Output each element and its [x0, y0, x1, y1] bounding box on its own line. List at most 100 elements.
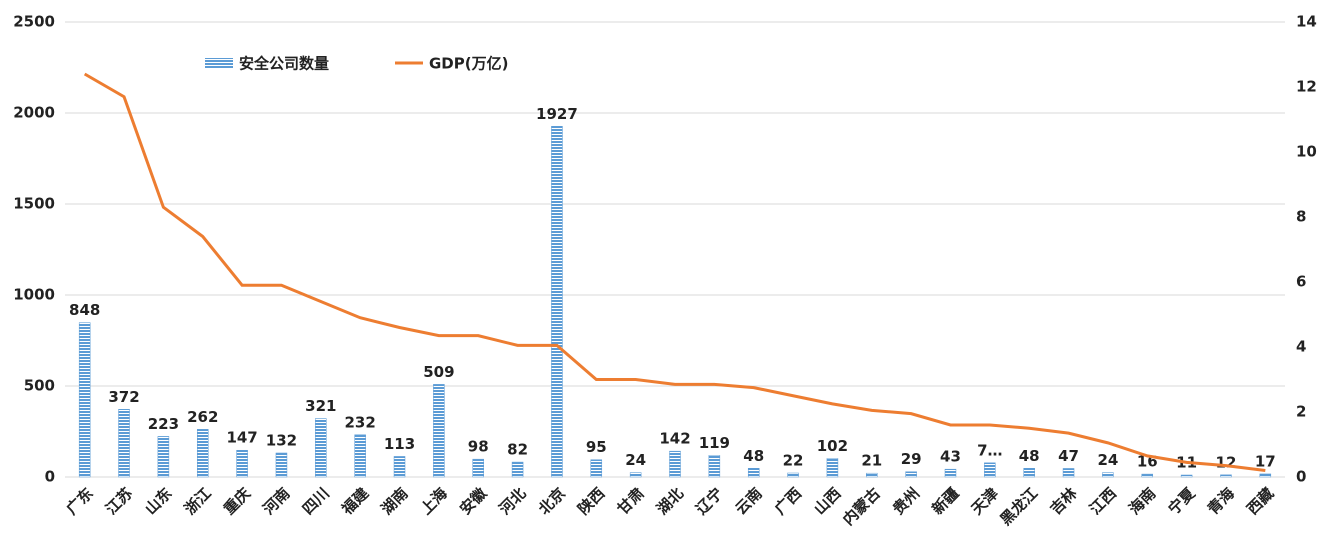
- bar: [236, 449, 248, 478]
- x-tick-label: 上海: [417, 484, 451, 518]
- data-label: 102: [817, 437, 848, 455]
- y2-tick-label: 0: [1296, 468, 1306, 486]
- data-label: 48: [743, 447, 764, 465]
- x-tick-label: 贵州: [889, 484, 923, 518]
- bar: [826, 458, 839, 478]
- data-label: 147: [226, 429, 257, 447]
- bar: [354, 434, 366, 478]
- y-tick-label: 0: [45, 468, 55, 486]
- data-label: 24: [1097, 451, 1118, 469]
- legend-label: 安全公司数量: [239, 55, 329, 73]
- bar: [315, 418, 327, 478]
- x-tick-label: 湖北: [653, 484, 687, 518]
- legend-label: GDP(万亿): [429, 55, 508, 73]
- x-tick-label: 江西: [1086, 484, 1120, 518]
- data-label: 7…: [977, 441, 1002, 459]
- data-label: 24: [625, 451, 646, 469]
- bar: [393, 456, 406, 478]
- bar: [78, 322, 91, 478]
- y-tick-label: 1500: [13, 195, 55, 213]
- line: [83, 72, 1266, 472]
- x-tick-label: 天津: [968, 484, 1002, 518]
- y2-tick-label: 14: [1296, 13, 1317, 31]
- data-label: 509: [423, 363, 454, 381]
- data-label: 29: [901, 450, 922, 468]
- data-label: 48: [1019, 447, 1040, 465]
- y2-tick-label: 8: [1296, 208, 1306, 226]
- bar: [984, 462, 996, 478]
- x-tick-label: 黑龙江: [997, 484, 1042, 529]
- bar: [1023, 468, 1035, 478]
- bar: [708, 455, 721, 478]
- x-tick-label: 内蒙古: [839, 484, 884, 529]
- data-label: 132: [266, 431, 297, 449]
- x-tick-label: 宁夏: [1165, 484, 1200, 519]
- bar: [590, 459, 603, 478]
- data-label: 98: [468, 438, 489, 456]
- y2-tick-label: 10: [1296, 143, 1317, 161]
- data-label: 82: [507, 441, 528, 459]
- y2-tick-label: 4: [1296, 338, 1306, 356]
- x-tick-label: 云南: [732, 484, 766, 518]
- y-tick-label: 2500: [13, 13, 55, 31]
- x-tick-label: 甘肃: [614, 484, 648, 518]
- bar: [866, 472, 878, 478]
- bar: [472, 458, 484, 478]
- x-tick-label: 福建: [338, 484, 373, 519]
- y-tick-label: 2000: [13, 104, 55, 122]
- bar: [1259, 473, 1272, 478]
- data-label: 223: [148, 415, 179, 433]
- x-tick-label: 河南: [260, 484, 294, 518]
- bar: [196, 429, 209, 478]
- x-tick-label: 辽宁: [692, 484, 726, 518]
- bar: [629, 472, 642, 478]
- data-label: 321: [305, 397, 336, 415]
- x-tick-label: 陕西: [574, 484, 608, 518]
- x-tick-label: 新疆: [929, 484, 963, 518]
- x-tick-label: 四川: [299, 484, 333, 518]
- x-tick-label: 江苏: [102, 484, 136, 518]
- y-tick-label: 500: [24, 377, 55, 395]
- y2-tick-label: 6: [1296, 273, 1306, 291]
- bar: [275, 452, 288, 478]
- x-tick-label: 青海: [1204, 484, 1238, 518]
- x-tick-label: 安徽: [456, 484, 491, 519]
- x-tick-label: 广西: [771, 484, 805, 518]
- y-tick-label: 1000: [13, 286, 55, 304]
- x-tick-label: 广东: [63, 484, 97, 518]
- bar: [787, 472, 799, 478]
- x-tick-label: 海南: [1125, 484, 1159, 518]
- data-label: 232: [345, 413, 376, 431]
- data-label: 113: [384, 435, 415, 453]
- data-label: 1927: [536, 105, 578, 123]
- x-tick-label: 山西: [810, 484, 844, 518]
- data-label: 12: [1216, 453, 1237, 471]
- bar: [511, 461, 524, 478]
- bar: [118, 409, 130, 478]
- x-tick-label: 重庆: [220, 484, 254, 518]
- data-label: 142: [659, 430, 690, 448]
- data-label: 95: [586, 438, 607, 456]
- x-tick-label: 西藏: [1243, 484, 1277, 518]
- x-tick-label: 湖南: [378, 484, 412, 518]
- bar: [433, 384, 445, 478]
- y2-tick-label: 2: [1296, 403, 1306, 421]
- x-tick-label: 北京: [535, 484, 569, 518]
- x-tick-label: 吉林: [1047, 484, 1082, 519]
- bar: [551, 126, 563, 478]
- y2-tick-label: 12: [1296, 78, 1317, 96]
- bar: [157, 436, 170, 478]
- bar: [1141, 473, 1154, 478]
- data-label: 262: [187, 408, 218, 426]
- data-label: 47: [1058, 447, 1079, 465]
- data-label: 119: [699, 434, 730, 452]
- bar: [1062, 468, 1075, 478]
- bar: [669, 450, 681, 478]
- data-label: 21: [861, 452, 882, 470]
- bar: [944, 468, 957, 478]
- legend-swatch: [205, 58, 233, 69]
- data-label: 372: [108, 388, 139, 406]
- bar: [1180, 474, 1193, 478]
- bar: [1220, 474, 1232, 478]
- data-label: 17: [1255, 452, 1276, 470]
